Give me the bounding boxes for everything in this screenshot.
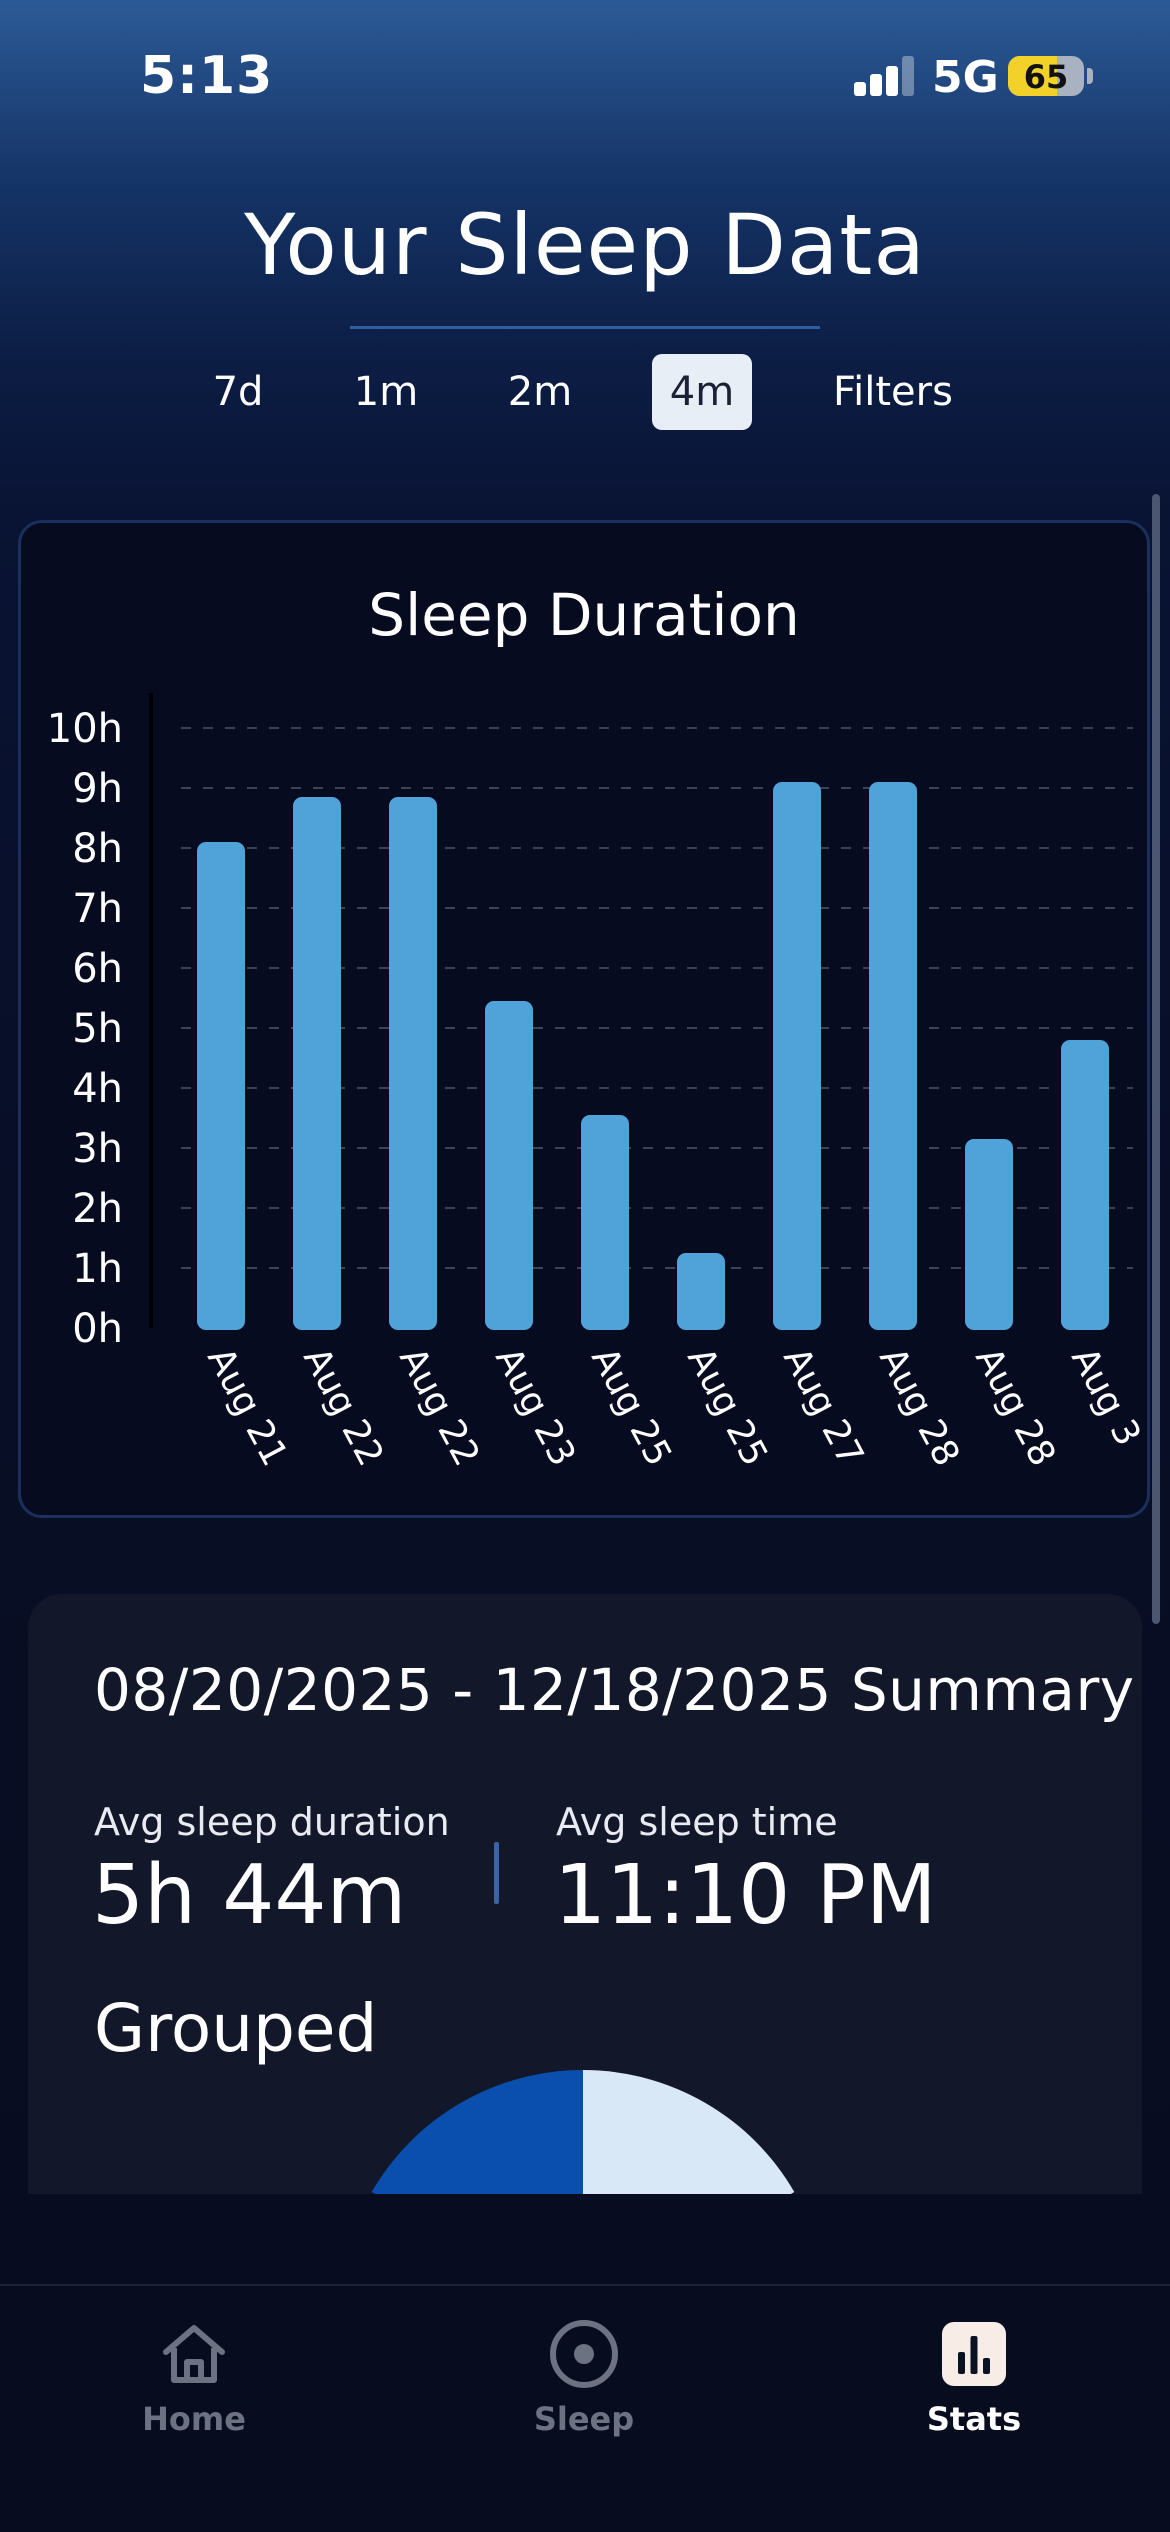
bar[interactable]	[485, 1001, 533, 1330]
nav-home[interactable]: Home	[94, 2316, 294, 2438]
tab-4m[interactable]: 4m	[652, 354, 752, 430]
title-underline	[350, 326, 820, 329]
tab-filters[interactable]: Filters	[833, 369, 953, 415]
summary-title: 08/20/2025 - 12/18/2025 Summary	[94, 1656, 1135, 1724]
status-time: 5:13	[140, 46, 274, 106]
summary-card: 08/20/2025 - 12/18/2025 Summary Avg slee…	[28, 1594, 1142, 2194]
nav-sleep[interactable]: Sleep	[484, 2316, 684, 2438]
y-tick-label: 9h	[72, 766, 123, 812]
bottom-nav: Home Sleep Stats	[0, 2284, 1170, 2532]
chart-title: Sleep Duration	[368, 581, 800, 649]
sleep-icon	[550, 2320, 618, 2388]
grouped-title: Grouped	[94, 1990, 378, 2067]
y-tick-label: 2h	[72, 1186, 123, 1232]
x-tick-label: Aug 25	[583, 1341, 679, 1473]
status-bar: 5:13 5G 65	[0, 0, 1170, 150]
nav-sleep-label: Sleep	[533, 2400, 635, 2438]
y-tick-label: 0h	[72, 1306, 123, 1352]
nav-stats[interactable]: Stats	[874, 2316, 1074, 2438]
bar[interactable]	[293, 797, 341, 1330]
x-tick-label: Aug 21	[199, 1341, 295, 1473]
avg-duration-value: 5h 44m	[92, 1848, 407, 1943]
x-tick-label: Aug 23	[487, 1341, 583, 1473]
avg-time-value: 11:10 PM	[554, 1848, 937, 1943]
x-tick-label: Aug 22	[391, 1341, 487, 1473]
sleep-duration-card: Sleep Duration 0h 1h 2h 3h 4h 5h 6h 7h 8h 9h 10h Au…	[18, 520, 1150, 1518]
y-tick-label: 4h	[72, 1066, 123, 1112]
x-tick-label: Aug 3	[1063, 1341, 1148, 1453]
y-tick-label: 1h	[72, 1246, 123, 1292]
avg-duration-label: Avg sleep duration	[94, 1800, 450, 1844]
x-tick-label: Aug 28	[967, 1341, 1063, 1473]
home-icon	[163, 2325, 225, 2383]
pie-slice[interactable]	[583, 2070, 795, 2194]
x-tick-label: Aug 27	[775, 1341, 871, 1473]
y-tick-label: 3h	[72, 1126, 123, 1172]
tab-2m[interactable]: 2m	[507, 369, 573, 415]
bar[interactable]	[869, 782, 917, 1330]
page-title: Your Sleep Data	[244, 196, 926, 294]
tab-7d[interactable]: 7d	[212, 369, 264, 415]
pie-slice[interactable]	[371, 2070, 583, 2194]
x-tick-label: Aug 22	[295, 1341, 391, 1473]
battery-level: 65	[1023, 58, 1069, 96]
y-tick-label: 6h	[72, 946, 123, 992]
y-tick-label: 10h	[47, 706, 123, 752]
bar[interactable]	[773, 782, 821, 1330]
battery-tip	[1087, 68, 1093, 84]
bar[interactable]	[197, 842, 245, 1330]
nav-stats-label: Stats	[926, 2400, 1022, 2438]
range-tabs: 7d 1m 2m 4m Filters	[0, 354, 1170, 430]
tab-1m[interactable]: 1m	[353, 369, 419, 415]
signal-icon	[854, 56, 916, 96]
scrollbar[interactable]	[1152, 494, 1160, 1624]
bar[interactable]	[965, 1139, 1013, 1330]
bar[interactable]	[581, 1115, 629, 1330]
battery-icon: 65	[1008, 56, 1084, 96]
bar[interactable]	[389, 797, 437, 1330]
avg-time-label: Avg sleep time	[556, 1800, 838, 1844]
y-tick-label: 8h	[72, 826, 123, 872]
nav-home-label: Home	[142, 2400, 246, 2438]
y-tick-label: 5h	[72, 1006, 123, 1052]
x-tick-label: Aug 25	[679, 1341, 775, 1473]
bar[interactable]	[677, 1253, 725, 1330]
y-tick-label: 7h	[72, 886, 123, 932]
x-tick-label: Aug 28	[871, 1341, 967, 1473]
stats-icon	[942, 2322, 1006, 2386]
bar[interactable]	[1061, 1040, 1109, 1330]
stat-divider	[494, 1842, 499, 1904]
network-type: 5G	[932, 52, 999, 103]
grouped-pie-chart	[371, 2070, 795, 2194]
